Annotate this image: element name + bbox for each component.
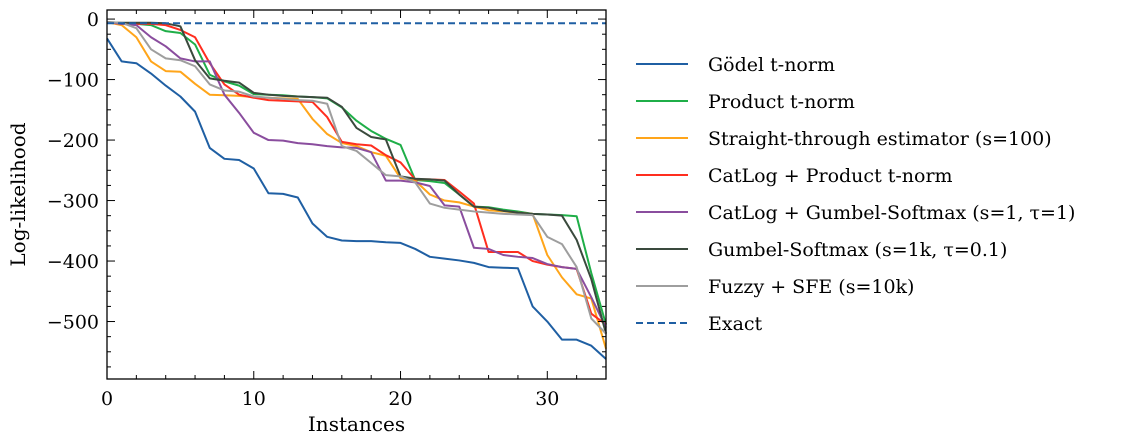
legend-label: Product t-norm — [708, 91, 855, 113]
plot-frame — [106, 9, 607, 380]
legend-label: Exact — [708, 313, 763, 335]
series-line-4 — [106, 21, 607, 329]
x-tick-label: 20 — [388, 388, 412, 410]
y-tick-label: −300 — [47, 191, 99, 213]
axis-ticks — [106, 10, 607, 379]
series-line-3 — [106, 21, 607, 326]
series-line-6 — [106, 21, 607, 335]
series-line-1 — [106, 21, 607, 325]
x-axis-label: Instances — [308, 412, 405, 436]
legend-label: Gödel t-norm — [708, 54, 835, 76]
series-line-5 — [106, 21, 607, 334]
series-lines — [106, 21, 607, 360]
series-line-2 — [106, 21, 607, 350]
y-tick-label: −500 — [47, 312, 99, 334]
y-axis-label: Log-likelihood — [6, 122, 30, 266]
legend-label: Gumbel-Softmax (s=1k, τ=0.1) — [708, 239, 1007, 261]
series-line-0 — [106, 37, 607, 360]
legend-label: Fuzzy + SFE (s=10k) — [708, 276, 914, 298]
x-tick-label: 30 — [535, 388, 559, 410]
x-tick-label: 10 — [242, 388, 266, 410]
legend-label: CatLog + Product t-norm — [708, 165, 953, 187]
tick-labels: 0 10 20 30 0 −100 −200 −300 −400 −500 — [47, 9, 560, 410]
x-tick-label: 0 — [101, 388, 113, 410]
legend-label: CatLog + Gumbel-Softmax (s=1, τ=1) — [708, 202, 1075, 224]
legend-label: Straight-through estimator (s=100) — [708, 128, 1052, 150]
y-tick-label: 0 — [87, 9, 99, 31]
y-tick-label: −400 — [47, 251, 99, 273]
y-tick-label: −100 — [47, 70, 99, 92]
legend: Gödel t-norm Product t-norm Straight-throu… — [636, 54, 1075, 335]
y-tick-label: −200 — [47, 130, 99, 152]
